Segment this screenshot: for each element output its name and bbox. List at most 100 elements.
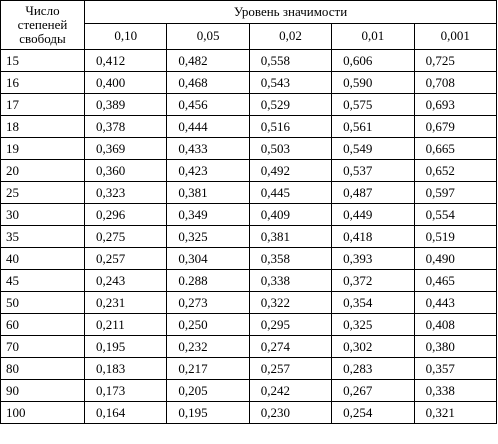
table-body: 15 0,412 0,482 0,558 0,606 0,725 16 0,400 0,468 0… [0,49,498,424]
df-cell: 19 [0,137,85,160]
value-cell: 0,217 [166,357,250,380]
value-cell: 0,321 [413,401,498,424]
value-cell: 0,304 [166,247,250,270]
value-cell: 0,195 [166,401,250,424]
value-cell: 0,243 [83,269,168,292]
value-cell: 0,205 [166,379,250,402]
value-cell: 0,325 [331,313,415,336]
df-cell: 45 [0,269,85,292]
level-header-cell: 0,05 [166,22,250,51]
value-cell: 0,554 [413,203,498,226]
table-row: 20 0,360 0,423 0,492 0,537 0,652 [0,159,498,182]
df-cell: 15 [0,49,85,72]
df-cell: 50 [0,291,85,314]
df-cell: 16 [0,71,85,94]
df-cell: 60 [0,313,85,336]
value-cell: 0,543 [248,71,333,94]
value-cell: 0,693 [413,93,498,116]
value-cell: 0,211 [83,313,168,336]
value-cell: 0,296 [83,203,168,226]
value-cell: 0,549 [331,137,415,160]
value-cell: 0,338 [413,379,498,402]
value-cell: 0,503 [248,137,333,160]
header-row-levels: 0,10 0,05 0,02 0,01 0,001 [1,22,498,51]
significance-table: Число степеней свободы Уровень значимост… [0,0,498,424]
table-row: 60 0,211 0,250 0,295 0,325 0,408 [0,313,498,336]
value-cell: 0,369 [83,137,168,160]
value-cell: 0,231 [83,291,168,314]
stub-header-line-1: Число [25,3,60,18]
value-cell: 0,445 [248,181,333,204]
table-row: 70 0,195 0,232 0,274 0,302 0,380 [0,335,498,358]
value-cell: 0,378 [83,115,168,138]
value-cell: 0,275 [83,225,168,248]
value-cell: 0,444 [166,115,250,138]
value-cell: 0,465 [413,269,498,292]
value-cell: 0,195 [83,335,168,358]
value-cell: 0,357 [413,357,498,380]
value-cell: 0,487 [331,181,415,204]
value-cell: 0,468 [166,71,250,94]
value-cell: 0,519 [413,225,498,248]
table-row: 17 0,389 0,456 0,529 0,575 0,693 [0,93,498,116]
value-cell: 0,409 [248,203,333,226]
value-cell: 0,372 [331,269,415,292]
value-cell: 0,561 [331,115,415,138]
value-cell: 0,606 [331,49,415,72]
value-cell: 0,325 [166,225,250,248]
df-cell: 70 [0,335,85,358]
value-cell: 0,230 [248,401,333,424]
value-cell: 0,254 [331,401,415,424]
value-cell: 0,273 [166,291,250,314]
value-cell: 0,537 [331,159,415,182]
value-cell: 0,423 [166,159,250,182]
value-cell: 0,164 [83,401,168,424]
level-header-cell: 0,10 [83,22,168,51]
value-cell: 0,302 [331,335,415,358]
degrees-of-freedom-header: Число степеней свободы [0,0,85,50]
value-cell: 0,389 [83,93,168,116]
value-cell: 0,529 [248,93,333,116]
value-cell: 0,433 [166,137,250,160]
df-cell: 20 [0,159,85,182]
table-header: Число степеней свободы Уровень значимост… [0,0,498,51]
df-cell: 18 [0,115,85,138]
value-cell: 0,492 [248,159,333,182]
table-row: 15 0,412 0,482 0,558 0,606 0,725 [0,49,498,72]
table-row: 45 0,243 0.288 0,338 0,372 0,465 [0,269,498,292]
df-cell: 17 [0,93,85,116]
table-row: 80 0,183 0,217 0,257 0,283 0,357 [0,357,498,380]
value-cell: 0,725 [413,49,498,72]
value-cell: 0,257 [83,247,168,270]
stub-header-line-2: степеней [17,17,68,32]
value-cell: 0,242 [248,379,333,402]
value-cell: 0,516 [248,115,333,138]
value-cell: 0,323 [83,181,168,204]
stub-header-line-3: свободы [19,31,66,46]
level-header-cell: 0,02 [248,22,333,51]
significance-level-header: Уровень значимости [84,0,497,24]
df-cell: 80 [0,357,85,380]
value-cell: 0,173 [83,379,168,402]
value-cell: 0,283 [331,357,415,380]
value-cell: 0,360 [83,159,168,182]
df-cell: 30 [0,203,85,226]
value-cell: 0,232 [166,335,250,358]
table-row: 90 0,173 0,205 0,242 0,267 0,338 [0,379,498,402]
value-cell: 0,267 [331,379,415,402]
value-cell: 0,575 [331,93,415,116]
table-row: 25 0,323 0,381 0,445 0,487 0,597 [0,181,498,204]
value-cell: 0,597 [413,181,498,204]
value-cell: 0.288 [166,269,250,292]
value-cell: 0,183 [83,357,168,380]
df-cell: 40 [0,247,85,270]
value-cell: 0,400 [83,71,168,94]
value-cell: 0,322 [248,291,333,314]
table-row: 35 0,275 0,325 0,381 0,418 0,519 [0,225,498,248]
value-cell: 0,679 [413,115,498,138]
value-cell: 0,456 [166,93,250,116]
value-cell: 0,443 [413,291,498,314]
df-cell: 100 [0,401,85,424]
value-cell: 0,358 [248,247,333,270]
